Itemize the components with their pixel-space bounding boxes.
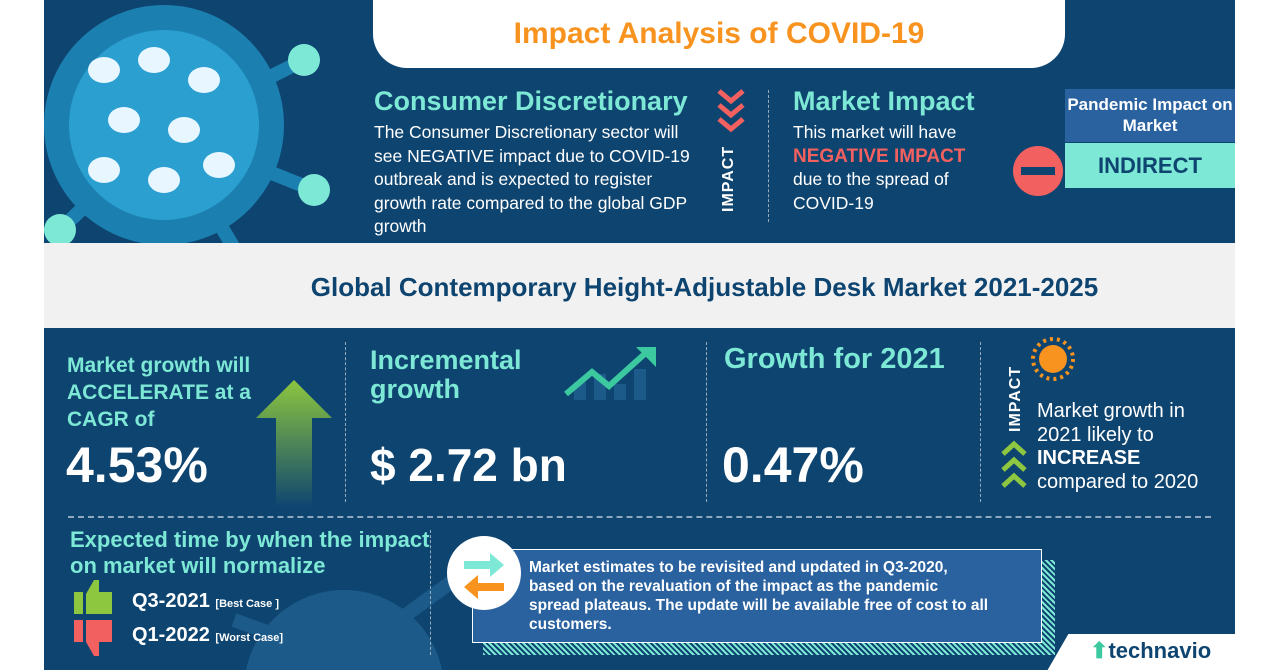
market-impact-title: Market Impact xyxy=(793,86,975,116)
refresh-icon xyxy=(447,536,521,610)
worst-case-date: Q1-2022 [Worst Case] xyxy=(132,624,283,647)
outlook-line1: Market growth in 2021 likely to xyxy=(1037,400,1185,446)
trend-up-icon xyxy=(564,347,656,400)
brand-name: technavio xyxy=(1108,638,1212,663)
divider xyxy=(430,530,431,655)
arrow-up-icon xyxy=(256,380,332,508)
cagr-value: 4.53% xyxy=(66,437,208,493)
note-text: Market estimates to be revisited and upd… xyxy=(529,559,989,633)
growth-2021-value: 0.47% xyxy=(722,437,864,493)
virus-background-icon xyxy=(231,574,459,670)
note-box: Market estimates to be revisited and upd… xyxy=(472,549,1042,643)
report-title: Global Contemporary Height-Adjustable De… xyxy=(310,272,1099,302)
covid-section: Impact Analysis of COVID-19 Consumer Dis… xyxy=(44,0,1235,291)
impact-label: IMPACT xyxy=(720,145,737,212)
sector-title: Consumer Discretionary xyxy=(374,86,688,116)
report-title-band: Global Contemporary Height-Adjustable De… xyxy=(44,243,1235,328)
best-case-tag: [Best Case ] xyxy=(215,598,279,610)
technavio-logo: ⬆technavio xyxy=(1090,638,1212,663)
chevrons-down-icon xyxy=(717,89,745,133)
worst-date: Q1-2022 xyxy=(132,624,210,646)
divider xyxy=(706,342,707,502)
outlook-text: Market growth in 2021 likely to INCREASE… xyxy=(1037,400,1227,494)
divider xyxy=(980,342,981,502)
cagr-label: Market growth will ACCELERATE at a CAGR … xyxy=(67,354,251,431)
market-impact-line2: due to the spread of COVID-19 xyxy=(793,169,949,213)
best-case-date: Q3-2021 [Best Case ] xyxy=(132,590,279,613)
divider xyxy=(345,342,346,502)
minus-icon xyxy=(1013,146,1063,196)
section-divider xyxy=(68,516,1211,518)
impact-label: IMPACT xyxy=(1007,365,1024,432)
best-date: Q3-2021 xyxy=(132,590,210,612)
growth-2021-label: Growth for 2021 xyxy=(724,343,945,375)
page-title: Impact Analysis of COVID-19 xyxy=(373,0,1065,68)
worst-case-tag: [Worst Case] xyxy=(215,632,284,644)
divider xyxy=(768,90,769,222)
chevrons-up-icon xyxy=(1001,440,1027,488)
incremental-label: Incremental growth xyxy=(370,345,522,404)
pandemic-impact-label: Pandemic Impact on Market xyxy=(1065,89,1235,142)
market-impact-text: This market will have NEGATIVE IMPACT du… xyxy=(793,121,993,215)
pandemic-impact-value: INDIRECT xyxy=(1065,143,1235,188)
sector-text: The Consumer Discretionary sector will s… xyxy=(374,122,690,236)
thumbs-down-icon xyxy=(74,620,112,656)
normalize-title: Expected time by when the impact on mark… xyxy=(70,527,430,578)
sun-icon xyxy=(1031,337,1075,381)
outlook-line2: compared to 2020 xyxy=(1037,470,1199,493)
increase-text: INCREASE xyxy=(1037,447,1141,469)
incremental-value: $ 2.72 bn xyxy=(370,439,567,491)
negative-impact-text: NEGATIVE IMPACT xyxy=(793,145,966,167)
infographic: Impact Analysis of COVID-19 Consumer Dis… xyxy=(44,0,1235,670)
thumbs-up-icon xyxy=(74,580,112,614)
market-impact-line1: This market will have xyxy=(793,122,957,142)
